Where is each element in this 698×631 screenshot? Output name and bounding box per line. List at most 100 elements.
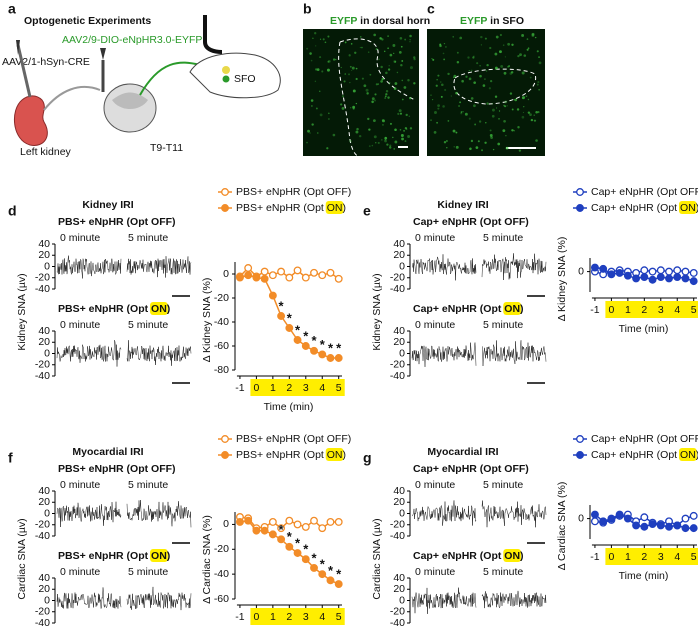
fluorescence: [413, 82, 416, 85]
fluorescence: [385, 71, 388, 75]
fluorescence: [518, 149, 522, 152]
data-point: [681, 274, 690, 283]
data-point: [293, 549, 302, 557]
y-tick-label: 20: [393, 583, 405, 595]
legend-marker: [576, 435, 584, 443]
fluorescence: [531, 32, 535, 36]
fluorescence: [344, 73, 347, 75]
data-point: [260, 274, 269, 283]
fluorescence: [371, 144, 374, 147]
fluorescence: [380, 80, 383, 83]
fluorescence: [440, 95, 443, 98]
fluorescence: [384, 97, 386, 99]
fluorescence: [464, 112, 468, 116]
panel-header: Kidney IRI: [82, 199, 133, 211]
fluorescence: [523, 105, 525, 108]
data-point: [334, 274, 343, 283]
data-point: [285, 516, 294, 525]
trace-time: 5 minute: [128, 232, 168, 244]
x-tick-label: 4: [674, 304, 680, 316]
fluorescence: [478, 120, 482, 123]
y-tick-label: 40: [393, 238, 405, 250]
y-axis-label: Δ Kidney SNA (%): [201, 278, 213, 363]
y-tick-label: -40: [35, 530, 50, 542]
fluorescence: [385, 93, 388, 96]
highlight: [503, 549, 522, 562]
fluorescence: [469, 147, 472, 151]
data-point: [623, 271, 632, 280]
fluorescence: [332, 133, 336, 137]
data-point: [640, 513, 649, 522]
trace: [481, 500, 547, 528]
fluorescence: [306, 47, 309, 50]
fluorescence: [531, 34, 535, 37]
data-point: [244, 271, 253, 280]
data-point: [334, 580, 343, 589]
legend-label: Cap+ eNpHR (Opt OFF): [591, 186, 698, 198]
data-point: [681, 514, 690, 523]
legend-marker: [221, 204, 229, 212]
fluorescence: [486, 64, 489, 67]
trace: [481, 340, 547, 367]
fluorescence: [409, 97, 412, 100]
y-tick-label: -40: [35, 370, 50, 382]
fluorescence: [475, 146, 479, 149]
trace: [126, 586, 192, 611]
trace-title: PBS+ eNpHR (Opt ON): [58, 550, 170, 562]
fluorescence: [529, 76, 532, 79]
fluorescence: [358, 134, 362, 138]
fluorescence: [343, 80, 346, 83]
trace-time: 0 minute: [415, 566, 455, 578]
fluorescence: [401, 137, 404, 141]
data-point: [681, 267, 690, 276]
fluorescence: [455, 131, 458, 134]
fluorescence: [384, 50, 386, 53]
data-point: [326, 354, 335, 362]
fluorescence: [521, 71, 525, 75]
data-point: [244, 516, 253, 525]
fluorescence: [503, 71, 507, 75]
data-point: [590, 263, 599, 272]
data-point: [310, 563, 318, 572]
fluorescence: [394, 82, 398, 85]
fluorescence: [407, 135, 411, 138]
highlight: [325, 201, 344, 214]
fluorescence: [306, 141, 308, 144]
trace: [126, 340, 192, 366]
fluorescence: [340, 103, 343, 106]
fluorescence: [445, 140, 448, 142]
trace-time: 0 minute: [60, 319, 100, 331]
fluorescence: [433, 111, 437, 114]
y-tick-label: -80: [214, 364, 229, 376]
data-point: [599, 264, 608, 273]
data-point: [268, 291, 277, 300]
y-tick-label: 0: [399, 260, 405, 272]
y-tick-label: -60: [214, 593, 229, 605]
fluorescence: [459, 36, 463, 40]
trace-time: 0 minute: [415, 232, 455, 244]
panel-label: f: [8, 450, 13, 466]
y-axis-label: Δ Kidney SNA (%): [556, 237, 568, 322]
fluorescence: [480, 44, 483, 46]
fluorescence: [389, 122, 392, 125]
fluorescence: [509, 92, 513, 95]
fluorescence: [311, 105, 313, 107]
x-tick-label: -1: [235, 382, 244, 394]
y-tick-label: 0: [223, 268, 229, 280]
light-on-band: [605, 301, 698, 318]
fluorescence: [504, 56, 506, 58]
data-point: [277, 312, 286, 320]
trace-y-label: Kidney SNA (µv): [371, 273, 383, 350]
fluorescence: [511, 129, 514, 132]
fluorescence: [375, 83, 378, 86]
fluorescence: [498, 110, 501, 112]
data-point: [681, 524, 690, 533]
fluorescence: [375, 48, 378, 51]
fluorescence: [522, 111, 525, 114]
trace-time: 5 minute: [483, 566, 523, 578]
fluorescence: [373, 33, 377, 37]
fluorescence: [380, 65, 383, 69]
panel-title: Optogenetic Experiments: [24, 15, 151, 27]
highlight: [150, 302, 168, 315]
y-tick-label: -40: [390, 617, 405, 626]
